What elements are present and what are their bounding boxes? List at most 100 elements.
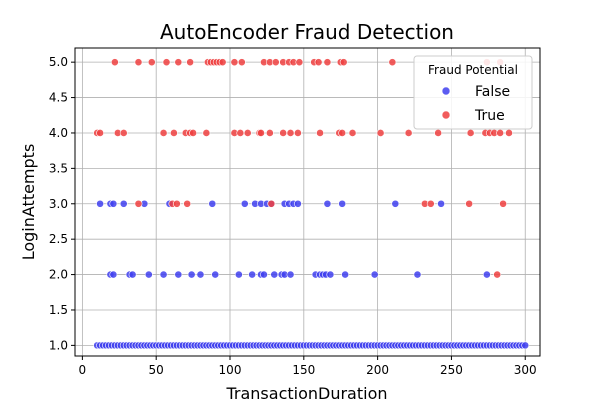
data-point-false [211, 270, 220, 279]
data-point-false [437, 199, 445, 208]
data-point-true [218, 58, 227, 67]
data-point-true [388, 58, 397, 67]
data-point-false [248, 270, 257, 279]
data-points [93, 58, 530, 350]
data-point-true [202, 129, 211, 137]
x-tick-label: 300 [514, 363, 537, 377]
data-point-true [348, 129, 357, 137]
y-tick-label: 1.5 [49, 303, 68, 317]
data-point-true [493, 270, 502, 279]
data-point-true [257, 129, 265, 137]
data-point-false [270, 270, 279, 279]
data-point-true [279, 129, 288, 137]
data-point-false [208, 199, 217, 208]
data-point-true [294, 129, 302, 137]
data-point-true [189, 129, 197, 137]
data-point-true [404, 129, 413, 137]
data-point-true [134, 58, 143, 67]
data-point-true [496, 129, 505, 137]
data-point-true [295, 58, 304, 67]
data-point-false [159, 270, 168, 279]
data-point-true [96, 129, 104, 137]
data-point-false [109, 270, 118, 279]
data-point-true [119, 129, 128, 137]
data-point-true [183, 199, 192, 208]
x-tick-label: 100 [219, 363, 242, 377]
y-axis-ticks: 1.0 1.5 2.0 2.5 3.0 3.5 4.0 4.5 5.0 [49, 55, 75, 352]
data-point-false [174, 270, 183, 279]
data-point-true [147, 58, 156, 67]
data-point-true [286, 129, 295, 137]
data-point-true [236, 129, 245, 137]
x-tick-label: 250 [440, 363, 463, 377]
y-axis-label: LoginAttempts [19, 144, 38, 261]
data-point-true [271, 58, 280, 67]
data-point-false [338, 199, 347, 208]
data-point-false [196, 270, 205, 279]
y-tick-label: 3.0 [49, 197, 68, 211]
data-point-true [323, 58, 332, 67]
data-point-false [234, 270, 243, 279]
data-point-true [162, 58, 171, 67]
y-tick-label: 3.5 [49, 161, 68, 175]
data-point-true [170, 129, 178, 137]
data-point-false [240, 199, 249, 208]
data-point-false [144, 270, 153, 279]
data-point-true [465, 199, 474, 208]
legend-marker-true [441, 110, 451, 120]
data-point-true [466, 129, 475, 137]
data-point-false [187, 270, 196, 279]
y-tick-label: 5.0 [49, 55, 68, 69]
data-point-true [434, 129, 443, 137]
x-tick-label: 50 [149, 363, 164, 377]
legend-box [413, 55, 533, 130]
data-point-false [391, 199, 400, 208]
legend-marker-false [441, 86, 451, 96]
data-point-true [159, 129, 168, 137]
data-point-true [267, 199, 276, 208]
legend-label-false: False [475, 84, 510, 100]
data-point-false [482, 270, 491, 279]
data-point-false [286, 270, 295, 279]
data-point-true [339, 58, 348, 67]
x-axis-label: TransactionDuration [225, 384, 387, 400]
plot-frame [74, 47, 541, 357]
x-tick-label: 0 [79, 363, 87, 377]
data-point-false [521, 341, 530, 350]
x-axis-ticks: 0 50 100 150 200 250 300 [79, 356, 537, 377]
y-tick-label: 1.0 [49, 338, 68, 352]
data-point-true [265, 129, 274, 137]
x-tick-label: 200 [366, 363, 389, 377]
data-point-false [413, 270, 422, 279]
data-point-true [338, 129, 347, 137]
chart-title: AutoEncoder Fraud Detection [160, 20, 454, 44]
data-point-true [426, 199, 435, 208]
x-tick-label: 150 [292, 363, 315, 377]
y-tick-label: 2.0 [49, 268, 68, 282]
data-point-false [96, 199, 104, 208]
data-point-true [230, 58, 239, 67]
legend: Fraud Potential False True [413, 55, 533, 130]
data-point-false [109, 199, 118, 208]
data-point-true [243, 129, 252, 137]
y-tick-label: 2.5 [49, 232, 68, 246]
data-point-true [186, 58, 195, 67]
legend-title: Fraud Potential [428, 63, 518, 77]
data-point-false [370, 270, 379, 279]
data-point-false [128, 270, 137, 279]
legend-label-true: True [474, 108, 505, 124]
data-point-false [323, 199, 332, 208]
y-tick-label: 4.5 [49, 91, 68, 105]
data-point-true [505, 129, 513, 137]
data-point-false [119, 199, 128, 208]
y-tick-label: 4.0 [49, 126, 68, 140]
data-point-true [499, 199, 507, 208]
data-point-true [174, 58, 183, 67]
data-point-true [316, 129, 324, 137]
data-point-false [260, 270, 268, 279]
data-point-true [134, 199, 143, 208]
data-point-true [314, 58, 323, 67]
data-point-true [110, 58, 119, 67]
data-point-false [341, 270, 350, 279]
